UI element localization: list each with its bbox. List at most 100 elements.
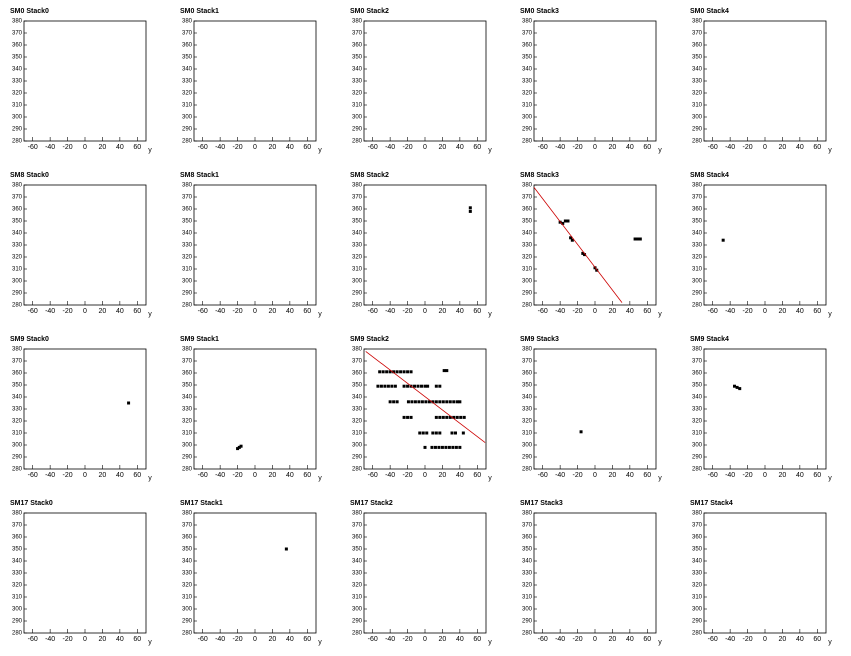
y-tick-label: 370 (12, 31, 23, 37)
marker (454, 445, 458, 449)
x-axis-label: y (318, 475, 322, 482)
x-tick-label: 20 (609, 308, 617, 315)
y-tick-label: 350 (522, 383, 533, 389)
x-axis-label: y (318, 147, 322, 154)
marker (452, 415, 456, 419)
marker (127, 401, 131, 405)
marker (638, 237, 642, 241)
y-tick-label: 300 (12, 279, 23, 285)
x-axis-label: y (658, 639, 662, 646)
y-tick-label: 280 (522, 303, 533, 309)
marker (468, 209, 472, 213)
marker (402, 384, 406, 388)
x-tick-label: -20 (63, 472, 73, 479)
x-tick-label: -60 (198, 308, 208, 315)
x-tick-label: 60 (303, 308, 311, 315)
x-tick-label: -60 (368, 144, 378, 151)
marker (395, 400, 399, 404)
marker (434, 384, 438, 388)
x-tick-label: -60 (708, 472, 718, 479)
marker (236, 447, 240, 451)
marker (421, 431, 425, 435)
y-tick-label: 370 (182, 31, 193, 37)
y-tick-label: 280 (352, 467, 363, 473)
x-tick-label: 60 (473, 636, 481, 643)
y-tick-label: 300 (522, 115, 533, 121)
x-tick-label: 40 (626, 636, 634, 643)
y-tick-label: 320 (522, 91, 533, 97)
x-tick-label: -40 (45, 308, 55, 315)
y-tick-label: 310 (692, 431, 703, 437)
plot-frame (193, 184, 317, 306)
marker (454, 431, 457, 435)
plot-frame (363, 20, 487, 142)
y-tick-label: 370 (182, 359, 193, 365)
chart-title: SM8 Stack1 (180, 172, 219, 179)
marker (738, 387, 742, 391)
y-tick-label: 320 (692, 255, 703, 261)
x-tick-label: 20 (99, 144, 107, 151)
y-tick-label: 360 (352, 371, 363, 377)
y-tick-label: 360 (692, 43, 703, 49)
marker (445, 369, 449, 373)
x-tick-label: 40 (456, 472, 464, 479)
y-tick-label: 320 (522, 255, 533, 261)
y-tick-label: 360 (692, 371, 703, 377)
y-tick-label: 360 (182, 371, 193, 377)
y-tick-label: 360 (352, 207, 363, 213)
marker (721, 238, 725, 242)
marker (417, 400, 421, 404)
y-tick-label: 380 (522, 347, 533, 353)
marker (392, 370, 396, 374)
y-tick-label: 300 (522, 279, 533, 285)
y-tick-label: 300 (352, 607, 363, 613)
x-tick-label: 0 (83, 308, 87, 315)
marker (581, 251, 585, 255)
x-axis-label: y (488, 475, 492, 482)
chart-title: SM0 Stack0 (10, 8, 49, 15)
y-tick-label: 290 (692, 291, 703, 297)
marker (413, 400, 417, 404)
y-tick-label: 360 (12, 43, 23, 49)
marker (440, 445, 444, 449)
y-tick-label: 300 (12, 607, 23, 613)
y-tick-label: 370 (352, 523, 363, 529)
y-tick-label: 360 (352, 535, 363, 541)
x-tick-label: -40 (725, 636, 735, 643)
x-tick-label: 20 (609, 144, 617, 151)
y-tick-label: 340 (522, 559, 533, 565)
marker (237, 445, 241, 449)
marker (392, 400, 396, 404)
y-tick-label: 350 (12, 547, 23, 553)
y-tick-label: 280 (692, 139, 703, 145)
y-tick-label: 370 (12, 523, 23, 529)
x-tick-label: 40 (456, 144, 464, 151)
x-tick-label: 40 (456, 636, 464, 643)
x-tick-label: -20 (403, 636, 413, 643)
y-tick-label: 320 (692, 583, 703, 589)
y-tick-label: 280 (522, 467, 533, 473)
x-tick-label: -20 (403, 308, 413, 315)
x-tick-label: -60 (28, 636, 38, 643)
y-tick-label: 380 (12, 183, 23, 189)
y-tick-label: 320 (182, 255, 193, 261)
x-tick-label: 60 (813, 636, 821, 643)
y-tick-label: 370 (352, 359, 363, 365)
x-tick-label: 40 (626, 308, 634, 315)
marker (563, 219, 567, 223)
y-tick-label: 330 (12, 79, 23, 85)
x-tick-label: -40 (45, 636, 55, 643)
y-tick-label: 360 (182, 207, 193, 213)
x-tick-label: -20 (573, 144, 583, 151)
marker (570, 238, 574, 242)
y-tick-label: 350 (692, 55, 703, 61)
y-tick-label: 310 (692, 595, 703, 601)
y-tick-label: 370 (522, 195, 533, 201)
x-tick-label: 20 (269, 472, 277, 479)
x-tick-label: 40 (116, 144, 124, 151)
chart-title: SM0 Stack2 (350, 8, 389, 15)
x-axis-label: y (828, 311, 832, 318)
x-tick-label: -40 (725, 308, 735, 315)
y-tick-label: 340 (182, 559, 193, 565)
marker (402, 415, 406, 419)
